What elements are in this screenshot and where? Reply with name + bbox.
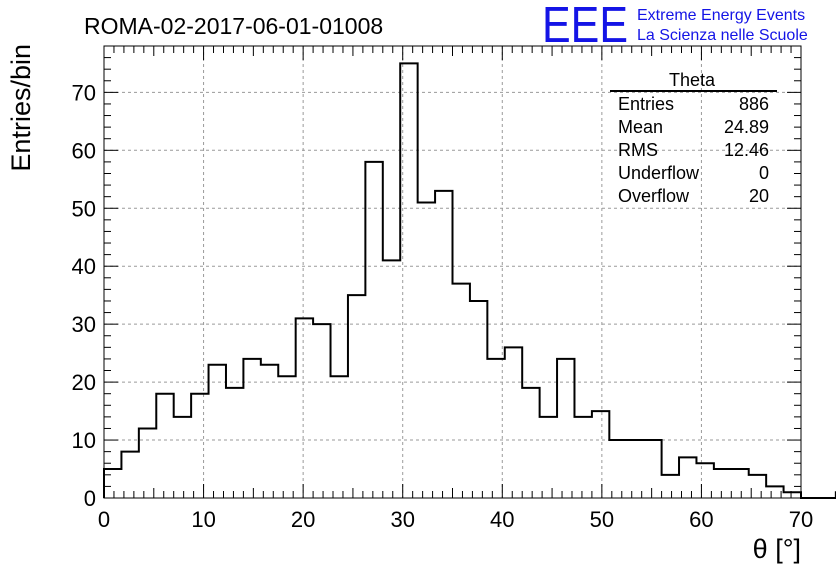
- y-tick-label: 30: [72, 312, 96, 337]
- x-tick-label: 10: [191, 507, 215, 532]
- y-tick-label: 10: [72, 428, 96, 453]
- y-tick-label: 50: [72, 196, 96, 221]
- stats-label: Entries: [618, 94, 674, 114]
- y-tick-labels: 0 10 20 30 40 50 60 70: [72, 80, 96, 511]
- x-tick-label: 40: [490, 507, 514, 532]
- y-axis-label: Entries/bin: [6, 44, 36, 172]
- axis-ticks: [103, 45, 802, 499]
- x-tick-labels: 0 10 20 30 40 50 60 70: [98, 507, 813, 532]
- y-tick-label: 70: [72, 80, 96, 105]
- y-tick-label: 60: [72, 138, 96, 163]
- stats-box: Theta Entries 886 Mean 24.89 RMS 12.46 Underfl…: [610, 70, 777, 206]
- chart-title: ROMA-02-2017-06-01-01008: [84, 13, 383, 39]
- x-tick-label: 30: [390, 507, 414, 532]
- logo-line-1: Extreme Energy Events: [637, 7, 805, 24]
- stats-value: 12.46: [724, 140, 769, 160]
- stats-value: 24.89: [724, 117, 769, 137]
- x-tick-label: 0: [98, 507, 110, 532]
- x-tick-label: 60: [689, 507, 713, 532]
- stats-title: Theta: [669, 70, 716, 90]
- stats-label: Mean: [618, 117, 663, 137]
- x-tick-label: 70: [789, 507, 813, 532]
- stats-label: Underflow: [618, 163, 700, 183]
- y-tick-label: 20: [72, 370, 96, 395]
- x-tick-label: 50: [590, 507, 614, 532]
- stats-value: 20: [749, 186, 769, 206]
- stats-value: 0: [759, 163, 769, 183]
- x-tick-label: 20: [291, 507, 315, 532]
- y-tick-label: 0: [84, 486, 96, 511]
- stats-label: Overflow: [618, 186, 690, 206]
- stats-label: RMS: [618, 140, 658, 160]
- logo-line-2: La Scienza nelle Scuole: [637, 27, 808, 44]
- logo-eee: EEE: [542, 0, 628, 53]
- eee-logo: EEE Extreme Energy Events La Scienza nel…: [542, 0, 808, 53]
- stats-value: 886: [739, 94, 769, 114]
- y-tick-label: 40: [72, 254, 96, 279]
- x-axis-label: θ [°]: [753, 534, 801, 564]
